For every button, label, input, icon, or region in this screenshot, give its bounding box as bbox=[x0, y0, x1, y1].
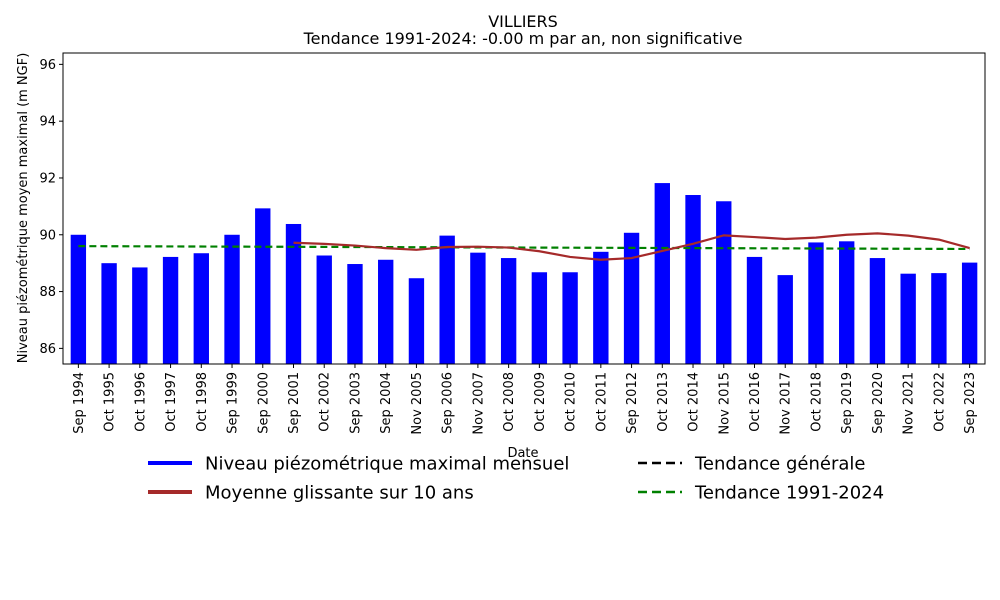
bar bbox=[255, 208, 271, 364]
chart-title: VILLIERS bbox=[488, 12, 558, 31]
legend-label: Niveau piézométrique maximal mensuel bbox=[205, 454, 569, 475]
y-tick-label: 96 bbox=[39, 58, 56, 73]
x-tick-label: Oct 2014 bbox=[687, 372, 702, 432]
y-axis-label: Niveau piézométrique moyen maximal (m NG… bbox=[16, 53, 31, 364]
y-tick-label: 86 bbox=[39, 342, 56, 357]
bar bbox=[101, 263, 117, 364]
y-tick-label: 92 bbox=[39, 171, 56, 186]
x-tick-label: Sep 2004 bbox=[379, 372, 394, 434]
legend: Niveau piézométrique maximal mensuel Tend… bbox=[148, 454, 884, 504]
x-tick-label: Sep 2001 bbox=[287, 372, 302, 434]
x-tick-label: Oct 2002 bbox=[318, 372, 333, 432]
x-tick-label: Oct 1996 bbox=[133, 372, 148, 432]
y-tick-label: 88 bbox=[39, 285, 56, 300]
bar bbox=[562, 272, 578, 364]
bar bbox=[378, 259, 394, 364]
bar bbox=[623, 232, 640, 364]
y-tick-label: 94 bbox=[39, 115, 56, 130]
x-tick-label: Sep 2000 bbox=[256, 372, 271, 434]
trend-line-1991-2024 bbox=[78, 245, 970, 251]
bar bbox=[531, 272, 548, 364]
bar bbox=[162, 256, 179, 364]
x-tick-label: Oct 2008 bbox=[502, 372, 517, 432]
x-axis-label: Date bbox=[507, 446, 538, 461]
x-tick-label: Nov 2021 bbox=[902, 372, 917, 435]
bar bbox=[746, 256, 763, 364]
y-axis: 86 88 90 92 94 96 bbox=[39, 58, 63, 357]
bar-series bbox=[70, 183, 978, 364]
x-tick-label: Oct 2011 bbox=[594, 372, 609, 432]
bar bbox=[593, 251, 609, 364]
bar bbox=[285, 223, 302, 364]
x-axis: Sep 1994 Oct 1995 Oct 1996 Oct 1997 Oct 1998… bbox=[72, 364, 978, 435]
bar bbox=[70, 234, 87, 364]
x-tick-label: Nov 2017 bbox=[779, 372, 794, 435]
x-tick-label: Oct 2013 bbox=[656, 372, 671, 432]
x-tick-label: Sep 2006 bbox=[441, 372, 456, 434]
legend-label: Moyenne glissante sur 10 ans bbox=[205, 483, 474, 504]
y-tick-label: 90 bbox=[39, 228, 56, 243]
bar bbox=[470, 252, 486, 364]
bar bbox=[961, 262, 978, 364]
bar bbox=[777, 275, 793, 364]
bar bbox=[439, 235, 455, 364]
bar bbox=[132, 267, 148, 364]
bar bbox=[316, 255, 332, 364]
chart-subtitle: Tendance 1991-2024: -0.00 m par an, non … bbox=[303, 29, 743, 48]
x-tick-label: Sep 1999 bbox=[226, 372, 241, 434]
bar bbox=[193, 253, 209, 364]
line-series bbox=[78, 232, 970, 261]
plot-frame bbox=[62, 52, 986, 365]
x-tick-label: Nov 2007 bbox=[471, 372, 486, 435]
x-tick-label: Oct 2009 bbox=[533, 372, 548, 432]
bar bbox=[808, 242, 824, 364]
x-tick-label: Sep 2020 bbox=[871, 372, 886, 434]
legend-label: Tendance 1991-2024 bbox=[694, 483, 884, 504]
x-tick-label: Oct 1995 bbox=[103, 372, 118, 432]
bar bbox=[500, 258, 517, 364]
x-tick-label: Oct 1997 bbox=[164, 372, 179, 432]
bar bbox=[931, 273, 947, 364]
x-tick-label: Sep 2012 bbox=[625, 372, 640, 434]
bar bbox=[685, 195, 701, 364]
x-tick-label: Sep 2019 bbox=[840, 372, 855, 434]
x-tick-label: Sep 1994 bbox=[72, 372, 87, 434]
legend-label: Tendance générale bbox=[694, 454, 865, 475]
x-tick-label: Nov 2005 bbox=[410, 372, 425, 435]
bar bbox=[224, 234, 240, 364]
x-tick-label: Oct 1998 bbox=[195, 372, 210, 432]
bar bbox=[869, 258, 886, 364]
bar bbox=[654, 183, 670, 364]
bar bbox=[839, 241, 855, 364]
x-tick-label: Nov 2015 bbox=[717, 372, 732, 435]
bar bbox=[408, 278, 425, 364]
x-tick-label: Sep 2003 bbox=[348, 372, 363, 434]
x-tick-label: Oct 2022 bbox=[932, 372, 947, 432]
bar bbox=[716, 201, 732, 364]
bar bbox=[900, 273, 916, 364]
x-tick-label: Oct 2010 bbox=[564, 372, 579, 432]
rolling-mean-line bbox=[293, 232, 970, 261]
x-tick-label: Oct 2016 bbox=[748, 372, 763, 432]
x-tick-label: Oct 2018 bbox=[809, 372, 824, 432]
bar bbox=[347, 264, 363, 364]
x-tick-label: Sep 2023 bbox=[963, 372, 978, 434]
